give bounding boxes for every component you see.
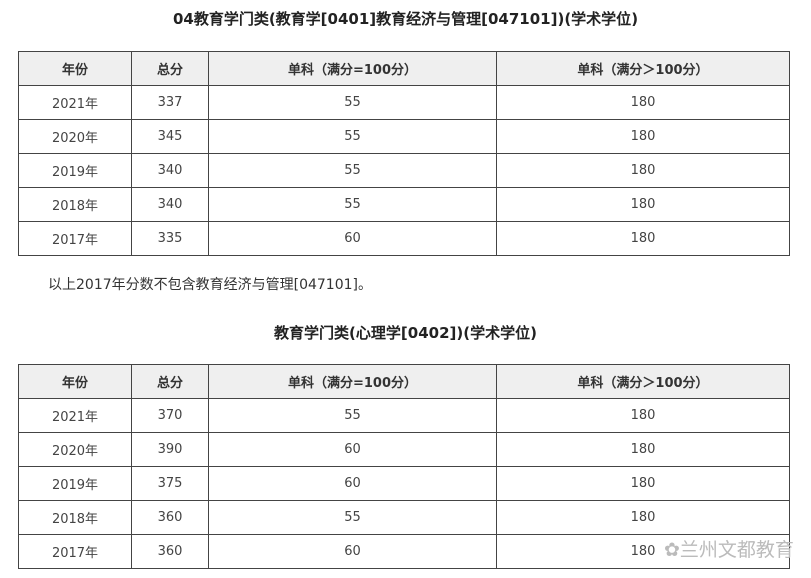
table-cell: 60 [208,466,497,501]
table-cell: 2020年 [18,119,132,154]
table-cell: 55 [208,85,497,120]
table-row: 2021年 370 55 180 [18,398,790,433]
table-cell: 180 [496,500,790,535]
table-cell: 180 [496,153,790,188]
table-cell: 60 [208,432,497,467]
table-cell: 55 [208,187,497,222]
table-row: 2020年 390 60 180 [18,432,790,467]
table-cell: 340 [131,153,209,188]
column-header: 单科（满分＞100分） [496,51,790,86]
table-cell: 2021年 [18,398,132,433]
table-cell: 180 [496,119,790,154]
table-cell: 2019年 [18,466,132,501]
wechat-icon: ✿ [664,539,680,561]
table-cell: 2018年 [18,500,132,535]
table-cell: 335 [131,221,209,256]
column-header: 总分 [131,364,209,399]
table-row: 2019年 375 60 180 [18,466,790,501]
table-cell: 60 [208,534,497,569]
table-cell: 180 [496,432,790,467]
column-header: 年份 [18,51,132,86]
column-header: 年份 [18,364,132,399]
table-cell: 180 [496,398,790,433]
table-cell: 360 [131,500,209,535]
table-cell: 375 [131,466,209,501]
table-cell: 340 [131,187,209,222]
header-row: 年份 总分 单科（满分=100分） 单科（满分＞100分） [18,364,790,399]
table-cell: 2020年 [18,432,132,467]
table-cell: 337 [131,85,209,120]
table-cell: 2017年 [18,534,132,569]
watermark-logo: ✿兰州文都教育 [664,539,794,561]
score-table-1: 年份 总分 单科（满分=100分） 单科（满分＞100分） 2021年 337 55 180 2… [18,51,790,256]
column-header: 单科（满分＞100分） [496,364,790,399]
table-cell: 180 [496,466,790,501]
table-row: 2019年 340 55 180 [18,153,790,188]
table-cell: 55 [208,119,497,154]
table-cell: 360 [131,534,209,569]
table-row: 2021年 337 55 180 [18,85,790,120]
section-title-2: 教育学门类(心理学[0402])(学术学位) [274,324,537,342]
table-row: 2018年 340 55 180 [18,187,790,222]
table-row: 2017年 360 60 180 [18,534,790,569]
table-cell: 2018年 [18,187,132,222]
column-header: 单科（满分=100分） [208,51,497,86]
table-cell: 2017年 [18,221,132,256]
header-row: 年份 总分 单科（满分=100分） 单科（满分＞100分） [18,51,790,86]
score-table-2: 年份 总分 单科（满分=100分） 单科（满分＞100分） 2021年 370 55 180 2… [18,364,790,569]
table-cell: 180 [496,187,790,222]
table-cell: 60 [208,221,497,256]
note-text: 以上2017年分数不包含教育经济与管理[047101]。 [48,277,372,293]
table-cell: 55 [208,153,497,188]
table-cell: 390 [131,432,209,467]
table-cell: 180 [496,85,790,120]
table-row: 2018年 360 55 180 [18,500,790,535]
section-title-1: 04教育学门类(教育学[0401]教育经济与管理[047101])(学术学位) [172,10,639,28]
table-cell: 370 [131,398,209,433]
column-header: 总分 [131,51,209,86]
table-row: 2020年 345 55 180 [18,119,790,154]
table-cell: 345 [131,119,209,154]
table-cell: 180 [496,221,790,256]
table-cell: 55 [208,500,497,535]
column-header: 单科（满分=100分） [208,364,497,399]
table-cell: 2019年 [18,153,132,188]
table-cell: 2021年 [18,85,132,120]
table-row: 2017年 335 60 180 [18,221,790,256]
table-cell: 180 [496,534,790,569]
table-cell: 55 [208,398,497,433]
